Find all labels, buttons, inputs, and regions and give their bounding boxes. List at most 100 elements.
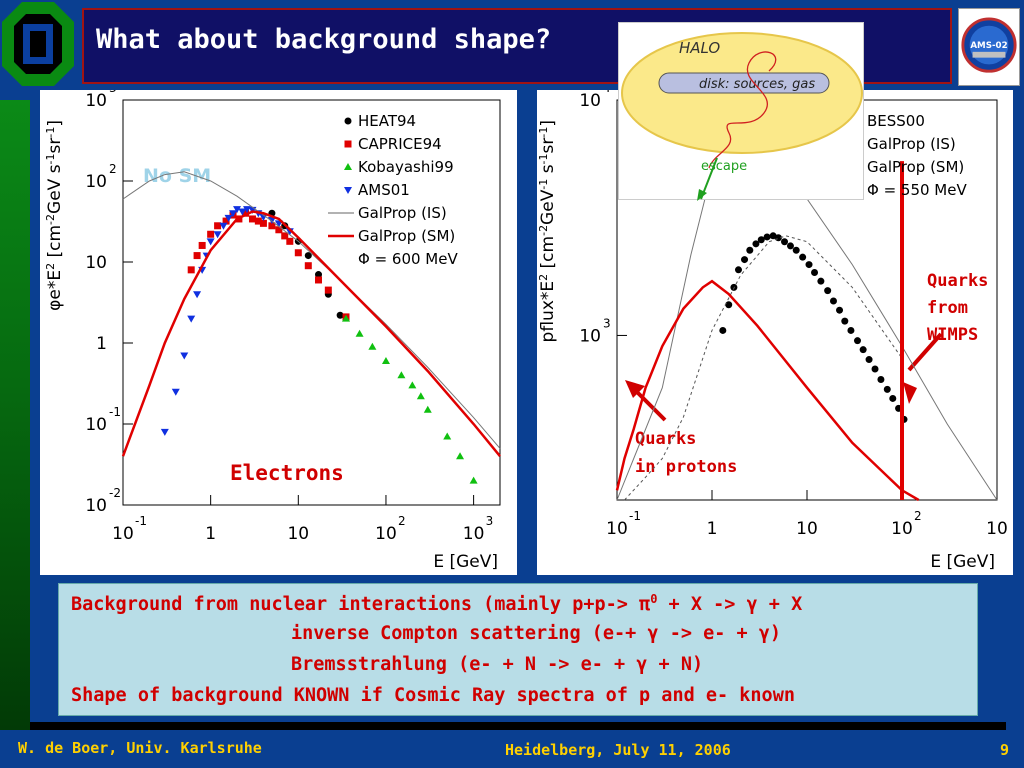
data-point-ams01 bbox=[238, 208, 247, 216]
data-point-bess00 bbox=[752, 240, 760, 248]
legend-marker bbox=[344, 163, 352, 170]
data-point-heat94 bbox=[315, 271, 323, 279]
x-tick-label: 10 bbox=[375, 524, 397, 544]
data-point-bess00 bbox=[741, 256, 749, 264]
legend: HEAT94 CAPRICE94 Kobayashi99 AMS01 GalProp (… bbox=[328, 112, 458, 268]
x-tick-label: 10 bbox=[463, 524, 485, 544]
halo-diagram: HALO disk: sources, gas escape bbox=[621, 32, 863, 201]
x-tick-label: 10 bbox=[986, 519, 1008, 539]
note-line-1: Background from nuclear interactions (ma… bbox=[71, 592, 802, 615]
badge-label: AMS-02 bbox=[970, 41, 1007, 51]
y-tick-label: 1 bbox=[96, 334, 107, 354]
data-point-ams01 bbox=[187, 315, 196, 323]
data-point-caprice94 bbox=[268, 222, 276, 230]
electron-chart-panel: φe*E2 [cm-2GeV s-1sr-1] E [GeV] No SM El… bbox=[40, 81, 517, 575]
protons-arrow-head bbox=[625, 380, 645, 398]
series-line-quarks-in-protons bbox=[615, 279, 920, 502]
data-point-ams01 bbox=[160, 428, 169, 436]
wimps-label-line1: Quarks bbox=[927, 271, 988, 291]
series-line-galprop-is- bbox=[122, 171, 501, 449]
data-point-ams01 bbox=[193, 291, 202, 299]
y-tick-exp: -1 bbox=[109, 405, 121, 419]
data-point-kobayashi99 bbox=[423, 405, 432, 413]
x-tick-label: 10 bbox=[796, 519, 818, 539]
data-point-caprice94 bbox=[242, 209, 250, 217]
y-tick-label: 10 bbox=[579, 326, 601, 346]
data-point-bess00 bbox=[817, 277, 825, 285]
no-sm-label: No SM bbox=[143, 165, 211, 187]
footer-divider bbox=[30, 722, 1006, 730]
data-point-bess00 bbox=[829, 297, 837, 305]
ams-badge: AMS-02 bbox=[958, 8, 1020, 86]
wimps-label-line3: WIMPS bbox=[927, 325, 978, 345]
x-tick-exp: 2 bbox=[398, 514, 406, 528]
series-line-galprop-sm- bbox=[624, 235, 903, 501]
legend-label: HEAT94 bbox=[358, 112, 416, 130]
data-point-ams01 bbox=[233, 206, 242, 214]
data-point-caprice94 bbox=[248, 215, 256, 223]
data-point-bess00 bbox=[811, 269, 819, 277]
legend-label: AMS01 bbox=[358, 181, 410, 199]
slide-title: What about background shape? bbox=[96, 24, 552, 55]
electron-chart: φe*E2 [cm-2GeV s-1sr-1] E [GeV] No SM El… bbox=[44, 81, 501, 572]
escape-label: escape bbox=[701, 159, 747, 174]
data-point-bess00 bbox=[769, 232, 777, 240]
halo-inset: HALO disk: sources, gas escape bbox=[618, 22, 864, 201]
legend-label: Kobayashi99 bbox=[358, 158, 454, 176]
data-point-bess00 bbox=[871, 365, 879, 373]
data-point-bess00 bbox=[746, 246, 754, 254]
legend-label: BESS00 bbox=[867, 112, 925, 130]
data-point-kobayashi99 bbox=[469, 476, 478, 484]
data-point-kobayashi99 bbox=[341, 314, 350, 322]
data-point-ams01 bbox=[171, 388, 180, 396]
data-point-kobayashi99 bbox=[443, 432, 452, 440]
disk-label: disk: sources, gas bbox=[699, 77, 815, 92]
data-point-caprice94 bbox=[286, 237, 294, 245]
escape-arrow-head bbox=[697, 189, 707, 201]
data-point-kobayashi99 bbox=[355, 329, 364, 337]
data-point-bess00 bbox=[824, 287, 832, 295]
halo-label: HALO bbox=[679, 39, 720, 57]
x-tick-exp: 2 bbox=[914, 509, 922, 523]
data-point-ams01 bbox=[224, 214, 233, 222]
data-point-bess00 bbox=[805, 261, 813, 269]
plot-frame bbox=[122, 99, 501, 506]
data-point-kobayashi99 bbox=[381, 356, 390, 364]
legend-marker bbox=[344, 140, 352, 148]
data-point-bess00 bbox=[719, 326, 727, 334]
electron-chart-ylabel: φe*E2 [cm-2GeV s-1sr-1] bbox=[44, 120, 66, 311]
data-point-caprice94 bbox=[259, 219, 267, 227]
legend-label: Φ = 550 MeV bbox=[867, 181, 967, 199]
x-tick-exp: 3 bbox=[486, 514, 494, 528]
data-point-bess00 bbox=[792, 246, 800, 254]
data-point-ams01 bbox=[206, 238, 215, 246]
data-point-bess00 bbox=[841, 317, 849, 325]
data-point-caprice94 bbox=[193, 252, 201, 260]
wimps-label: Quarks from WIMPS bbox=[927, 271, 988, 345]
data-point-heat94 bbox=[304, 252, 312, 260]
y-tick-exp: 2 bbox=[109, 162, 117, 176]
data-point-bess00 bbox=[865, 356, 873, 364]
footer-author: W. de Boer, Univ. Karlsruhe bbox=[18, 739, 262, 757]
data-point-caprice94 bbox=[275, 226, 283, 234]
data-point-heat94 bbox=[336, 311, 344, 319]
x-tick-label: 1 bbox=[707, 519, 718, 539]
x-tick-label: 10 bbox=[606, 519, 628, 539]
data-point-caprice94 bbox=[222, 217, 230, 225]
data-point-bess00 bbox=[877, 375, 885, 383]
data-point-bess00 bbox=[763, 233, 771, 241]
university-logo bbox=[2, 2, 74, 86]
data-point-caprice94 bbox=[187, 266, 195, 274]
y-tick-label: 10 bbox=[85, 253, 107, 273]
legend-marker bbox=[344, 117, 352, 125]
legend-label: GalProp (IS) bbox=[358, 204, 447, 222]
note-line-1b: + X -> γ + X bbox=[657, 594, 803, 616]
data-point-kobayashi99 bbox=[408, 381, 417, 389]
data-point-ams01 bbox=[259, 213, 268, 221]
series-line-galprop-sm- bbox=[121, 210, 501, 457]
legend-marker bbox=[344, 187, 352, 194]
y-tick-label: 10 bbox=[85, 172, 107, 192]
electron-chart-xlabel: E [GeV] bbox=[433, 552, 498, 572]
data-point-bess00 bbox=[889, 394, 897, 402]
y-tick-label: 10 bbox=[85, 496, 107, 516]
